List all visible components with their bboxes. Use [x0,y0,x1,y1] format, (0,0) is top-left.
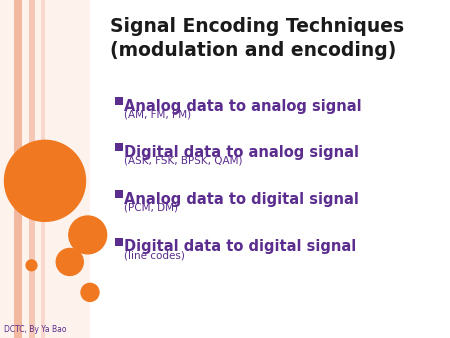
Bar [115,238,123,246]
Text: Analog data to analog signal: Analog data to analog signal [124,99,361,114]
Text: Signal Encoding Techniques
(modulation and encoding): Signal Encoding Techniques (modulation a… [110,17,405,60]
Bar [115,190,123,198]
Text: DCTC, By Ya Bao: DCTC, By Ya Bao [4,325,67,334]
Bar [40,0,45,338]
Bar [14,0,22,338]
Text: (ASK, FSK, BPSK, QAM): (ASK, FSK, BPSK, QAM) [124,155,242,166]
Text: Digital data to digital signal: Digital data to digital signal [124,239,356,254]
Bar [115,143,123,151]
Text: (line codes): (line codes) [124,250,184,260]
Bar [40,0,45,338]
Ellipse shape [56,248,83,275]
Bar [29,0,35,338]
Ellipse shape [81,283,99,301]
Text: (PCM, DM): (PCM, DM) [124,203,178,213]
Ellipse shape [26,260,37,271]
Bar [115,97,123,105]
Ellipse shape [69,216,107,254]
Bar [0,0,90,338]
Text: Analog data to digital signal: Analog data to digital signal [124,192,359,207]
Ellipse shape [4,140,86,221]
Text: (AM, FM, PM): (AM, FM, PM) [124,110,191,120]
Text: Digital data to analog signal: Digital data to analog signal [124,145,359,160]
Bar [29,0,35,338]
Bar [14,0,22,338]
